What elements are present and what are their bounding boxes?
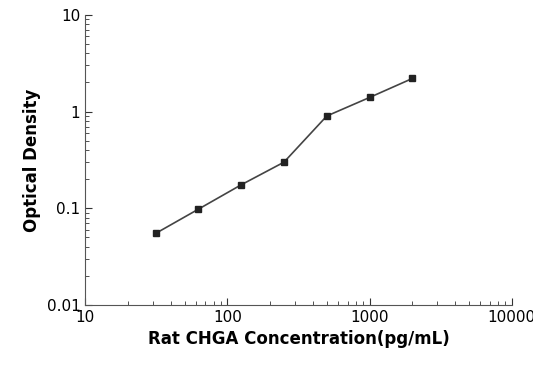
X-axis label: Rat CHGA Concentration(pg/mL): Rat CHGA Concentration(pg/mL) <box>148 330 449 349</box>
Y-axis label: Optical Density: Optical Density <box>23 88 41 232</box>
